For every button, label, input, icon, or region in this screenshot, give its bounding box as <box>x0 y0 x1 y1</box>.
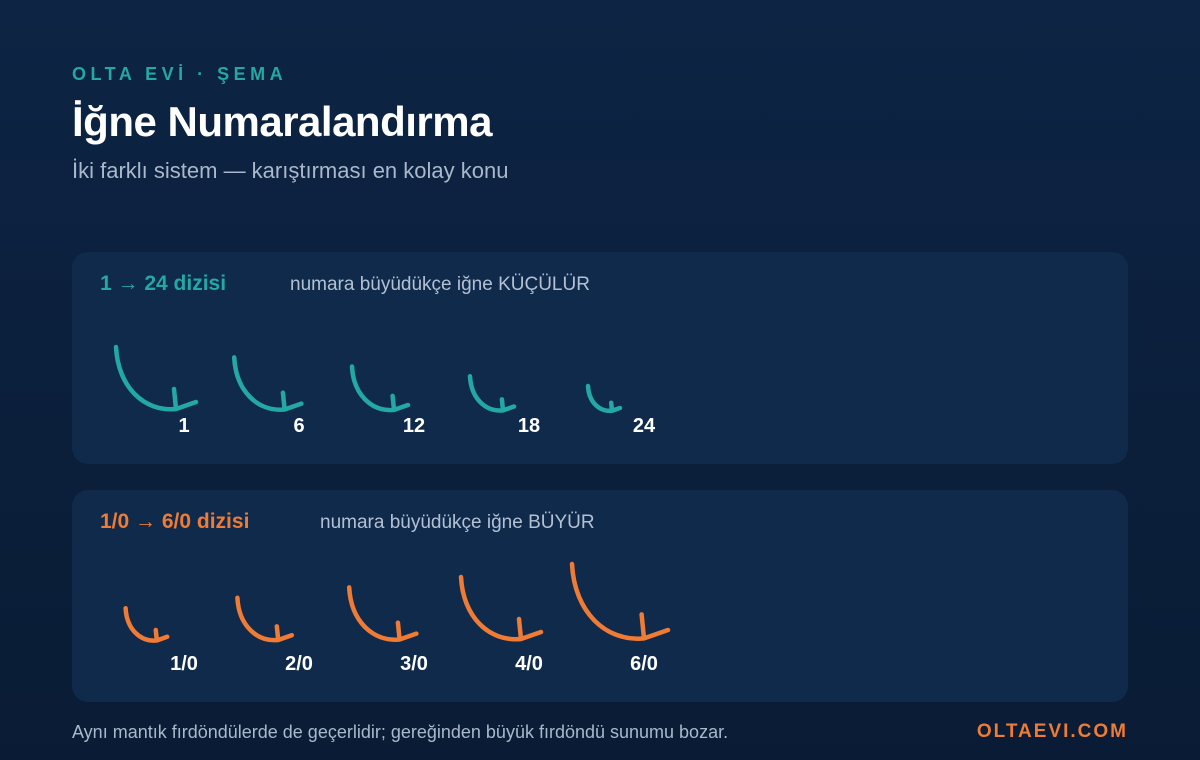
hook-size-label: 3/0 <box>400 653 428 675</box>
panel-large-series: 1/0 → 6/0 dizisi numara büyüdükçe iğne B… <box>72 490 1128 702</box>
hook-icon <box>458 574 544 642</box>
hook-icon <box>235 595 295 643</box>
hook-icon <box>113 344 199 412</box>
hook-size-label: 1 <box>178 415 190 437</box>
hook-size-label: 12 <box>402 415 426 437</box>
panel-title-large-series: 1/0 → 6/0 dizisi <box>100 510 250 533</box>
hook-icon <box>346 585 419 642</box>
hook-size-label: 1/0 <box>170 653 198 675</box>
hook-size-label: 6/0 <box>630 653 658 675</box>
panel-note-small-series: numara büyüdükçe iğne KÜÇÜLÜR <box>290 274 590 295</box>
page-title: İğne Numaralandırma <box>72 98 492 145</box>
hooks-large-series <box>123 561 671 643</box>
panel-small-series: 1 → 24 dizisi numara büyüdükçe iğne KÜÇÜ… <box>72 252 1128 464</box>
hook-icon <box>585 383 623 414</box>
footer-note: Aynı mantık fırdöndülerde de geçerlidir;… <box>72 722 729 742</box>
page-subtitle: İki farklı sistem — karıştırması en kola… <box>72 158 509 183</box>
hook-size-label: 4/0 <box>515 653 543 675</box>
panel-title-small-series: 1 → 24 dizisi <box>100 272 227 295</box>
hook-icon <box>569 561 671 641</box>
hook-icon <box>123 605 170 643</box>
hook-icon <box>467 373 517 413</box>
hooks-small-series <box>113 344 623 414</box>
brand-link[interactable]: OLTAEVI.COM <box>976 721 1128 742</box>
hook-icon <box>349 364 411 413</box>
hook-size-label: 2/0 <box>285 653 313 675</box>
hook-icon <box>231 355 304 412</box>
hook-size-label: 18 <box>517 415 541 437</box>
hook-size-label: 6 <box>293 415 305 437</box>
panel-note-large-series: numara büyüdükçe iğne BÜYÜR <box>320 512 595 533</box>
eyebrow-label: OLTA EVİ · ŞEMA <box>72 64 288 84</box>
hook-size-label: 24 <box>632 415 656 437</box>
